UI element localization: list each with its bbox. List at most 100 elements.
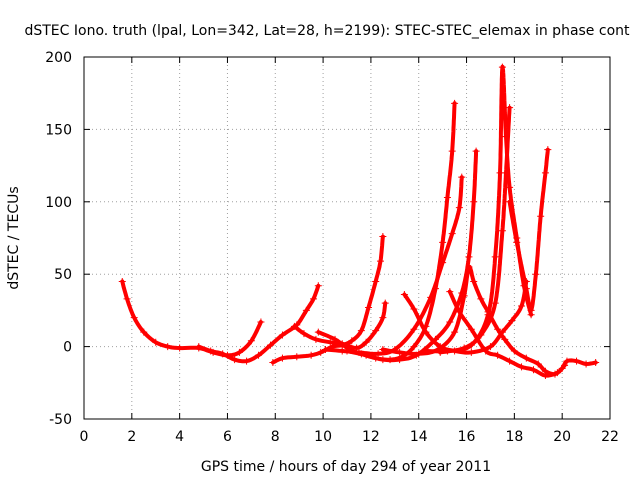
data-point-marker (477, 331, 485, 339)
data-point-marker (510, 347, 518, 355)
data-point-marker (314, 282, 322, 290)
axes: 0 2 4 6 8 10 12 14 16 18 20 22 -50 0 50 100 150 200 (45, 50, 619, 445)
series-12 (436, 104, 514, 356)
data-point-marker (302, 306, 310, 314)
data-point-marker (164, 343, 172, 351)
data-point-marker (501, 335, 509, 343)
data-point-marker (467, 348, 475, 356)
data-point-marker (561, 361, 569, 369)
data-point-marker (527, 306, 535, 314)
x-axis-label: GPS time / hours of day 294 of year 2011 (201, 459, 491, 475)
chart-title: dSTEC Iono. truth (lpal, Lon=342, Lat=28… (24, 23, 630, 39)
x-tick-label: 8 (271, 429, 280, 445)
x-tick-label: 14 (410, 429, 428, 445)
data-point-marker (518, 363, 526, 371)
x-tick-label: 16 (458, 429, 476, 445)
data-point-marker (513, 238, 521, 246)
data-point-marker (529, 366, 537, 374)
data-point-marker (247, 337, 255, 345)
data-point-marker (362, 351, 370, 359)
data-point-marker (491, 299, 499, 307)
data-point-marker (266, 341, 274, 349)
data-point-marker (458, 173, 466, 181)
data-point-marker (494, 351, 502, 359)
data-point-marker (379, 314, 387, 322)
data-point-marker (396, 356, 404, 364)
data-point-marker (235, 348, 243, 356)
data-point-marker (460, 344, 468, 352)
data-point-marker (498, 63, 506, 71)
data-point-marker (396, 348, 404, 356)
data-point-marker (522, 285, 530, 293)
data-point-marker (152, 338, 160, 346)
series-13 (506, 146, 552, 314)
data-point-marker (494, 325, 502, 333)
data-point-marker (376, 257, 384, 265)
series-3 (269, 233, 387, 367)
data-point-marker (537, 212, 545, 220)
data-point-marker (446, 318, 454, 326)
data-point-marker (300, 330, 308, 338)
data-point-marker (582, 360, 590, 368)
data-point-marker (470, 277, 478, 285)
data-point-marker (451, 328, 459, 336)
data-point-marker (381, 299, 389, 307)
data-point-marker (372, 277, 380, 285)
data-point-marker (321, 345, 329, 353)
data-point-marker (470, 198, 478, 206)
data-point-marker (310, 295, 318, 303)
data-point-marker (455, 308, 463, 316)
series-8 (400, 277, 530, 356)
data-point-marker (278, 354, 286, 362)
data-point-marker (255, 351, 263, 359)
data-point-marker (379, 345, 387, 353)
series-6-curve (323, 175, 464, 356)
data-point-marker (541, 372, 549, 380)
y-tick-label: 50 (54, 267, 72, 283)
data-point-marker (498, 227, 506, 235)
data-point-marker (518, 302, 526, 310)
data-point-marker (176, 344, 184, 352)
data-point-marker (439, 238, 447, 246)
x-tick-label: 6 (223, 429, 232, 445)
data-point-marker (348, 337, 356, 345)
data-point-marker (563, 357, 571, 365)
data-point-marker (343, 347, 351, 355)
data-point-marker (374, 350, 382, 358)
data-point-marker (219, 350, 227, 358)
data-point-marker (410, 325, 418, 333)
data-point-marker (455, 204, 463, 212)
data-point-marker (592, 359, 600, 367)
data-point-marker (482, 347, 490, 355)
data-point-marker (362, 338, 370, 346)
data-point-marker (195, 343, 203, 351)
series-13-curve (507, 147, 550, 313)
data-point-marker (448, 147, 456, 155)
data-point-marker (496, 169, 504, 177)
data-series (118, 63, 600, 380)
series-10 (446, 288, 569, 380)
data-point-marker (207, 347, 215, 355)
data-point-marker (290, 322, 298, 330)
data-point-marker (544, 146, 552, 154)
gridlines (84, 57, 610, 419)
data-point-marker (379, 356, 387, 364)
y-axis-label: dSTEC / TECUs (6, 186, 22, 289)
data-point-marker (130, 314, 138, 322)
data-point-marker (427, 293, 435, 301)
data-point-marker (365, 304, 373, 312)
y-tick-label: 0 (63, 340, 72, 356)
data-point-marker (491, 253, 499, 261)
data-point-marker (534, 360, 542, 368)
y-tick-label: 150 (45, 122, 72, 138)
x-tick-label: 12 (362, 429, 380, 445)
data-point-marker (448, 230, 456, 238)
data-point-marker (506, 357, 514, 365)
x-tick-label: 18 (505, 429, 523, 445)
data-point-marker (140, 328, 148, 336)
data-point-marker (439, 259, 447, 267)
x-tick-label: 10 (314, 429, 332, 445)
data-point-marker (460, 292, 468, 300)
